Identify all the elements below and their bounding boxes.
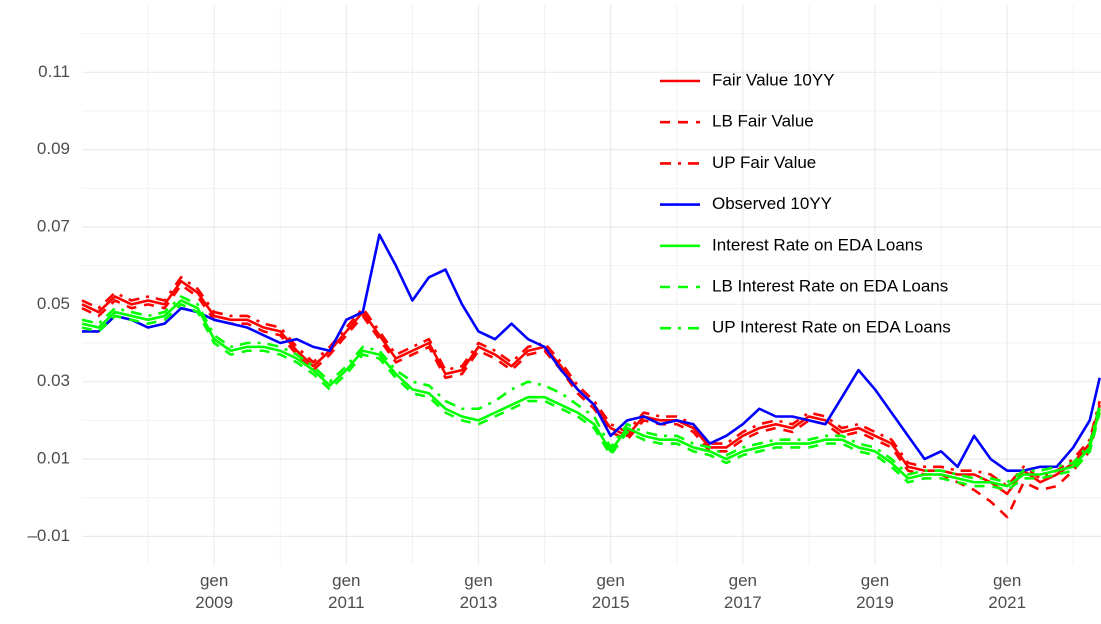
series-line: [81, 279, 1101, 496]
x-tick-label: gen 2013: [459, 571, 498, 612]
legend-label: UP Interest Rate on EDA Loans: [712, 318, 951, 337]
x-tick-label: gen 2019: [856, 571, 894, 612]
legend-label: LB Fair Value: [712, 112, 814, 131]
series-line: [81, 299, 1101, 488]
series-line: [81, 275, 1101, 488]
series-line: [81, 303, 1101, 492]
y-tick-label: 0.03: [37, 371, 70, 390]
legend-label: Interest Rate on EDA Loans: [712, 235, 923, 254]
x-tick-label: gen 2009: [195, 571, 234, 612]
x-tick-label: gen 2017: [723, 571, 762, 612]
x-tick-label: gen 2021: [988, 571, 1027, 612]
y-tick-label: 0.01: [37, 449, 70, 468]
series-line: [81, 295, 1101, 484]
x-tick-label: gen 2015: [591, 571, 630, 612]
legend-label: Fair Value 10YY: [712, 70, 835, 89]
y-tick-label: –0.01: [27, 526, 70, 545]
y-tick-label: 0.07: [37, 216, 70, 235]
y-tick-label: 0.11: [38, 62, 70, 81]
series-line: [82, 233, 1101, 472]
series-line: [81, 283, 1101, 519]
legend-label: UP Fair Value: [712, 153, 816, 172]
y-tick-label: 0.09: [37, 139, 70, 158]
x-tick-label: gen 2011: [328, 571, 365, 612]
legend-label: LB Interest Rate on EDA Loans: [712, 276, 948, 295]
legend-label: Observed 10YY: [712, 194, 832, 213]
y-tick-label: 0.05: [37, 294, 70, 313]
